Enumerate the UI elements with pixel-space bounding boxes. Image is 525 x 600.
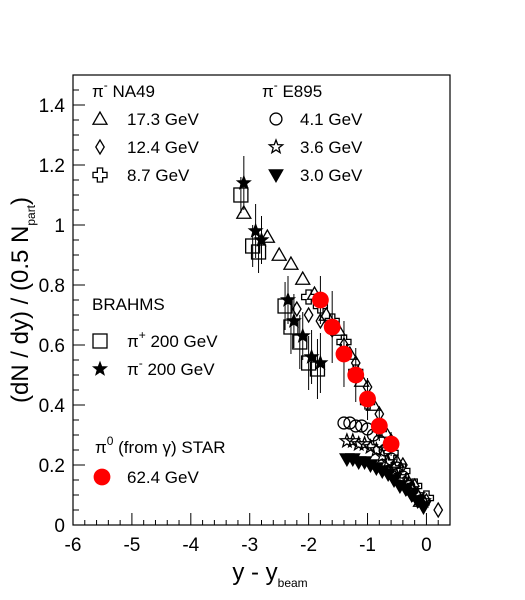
data-point xyxy=(303,306,314,324)
legend-label: 3.6 GeV xyxy=(300,138,363,157)
legend-group-header: π- E895 xyxy=(262,78,322,101)
y-axis-title-subscript: part xyxy=(24,204,38,225)
data-point xyxy=(235,204,252,219)
y-axis-title-main: (dN / dy) / (0.5 N xyxy=(7,226,34,403)
data-point xyxy=(245,238,261,254)
legend-label: 62.4 GeV xyxy=(127,468,199,487)
data-point xyxy=(294,327,311,343)
data-point xyxy=(312,354,329,370)
legend-group-header: π- NA49 xyxy=(92,78,155,101)
legend-label-superscript: + xyxy=(139,328,146,342)
x-tick-label: -1 xyxy=(359,535,376,556)
data-point xyxy=(350,435,368,452)
x-tick-label: -5 xyxy=(123,535,140,556)
legend-label: 4.1 GeV xyxy=(300,110,363,129)
legend-group-header: π0 (from γ) STAR xyxy=(95,434,226,457)
x-axis-title-main: y - y xyxy=(232,559,277,586)
legend-group-header-rest: (from γ) STAR xyxy=(113,438,225,457)
legend-label: π+ 200 GeV xyxy=(127,328,218,351)
y-tick-label: 1.2 xyxy=(39,156,65,177)
legend-group-header-superscript: 0 xyxy=(107,434,114,448)
x-axis-title: y - ybeam xyxy=(232,559,307,590)
legend-group-header-superscript: - xyxy=(104,78,108,92)
legend-label: 12.4 GeV xyxy=(127,138,199,157)
x-axis: -6 -5 -4 -3 -2 -1 0 xyxy=(65,513,451,556)
legend-group-header: BRAHMS xyxy=(92,295,165,314)
data-point xyxy=(315,312,326,330)
data-point xyxy=(359,390,376,408)
legend-marker xyxy=(268,169,284,184)
data-point xyxy=(235,174,252,190)
data-point xyxy=(282,255,300,270)
data-point xyxy=(312,291,329,309)
legend-label-superscript: - xyxy=(139,356,143,370)
x-tick-label: -6 xyxy=(65,535,82,556)
legend-label-rest: 200 GeV xyxy=(146,332,218,351)
y-tick-label: 0.6 xyxy=(39,336,65,357)
y-axis-title: (dN / dy) / (0.5 Npart) xyxy=(7,197,38,403)
y-axis-title-close: ) xyxy=(7,197,34,205)
legend-marker xyxy=(267,138,285,155)
y-tick-label: 0.2 xyxy=(39,456,65,477)
data-point xyxy=(291,300,302,318)
y-tick-label: 0 xyxy=(54,516,65,537)
legend-group-header-rest: E895 xyxy=(278,82,322,101)
data-point xyxy=(367,441,385,458)
legend-marker xyxy=(91,110,109,125)
legend-marker xyxy=(91,360,109,376)
y-tick-label: 0.8 xyxy=(39,276,65,297)
data-point xyxy=(294,270,311,285)
legend-marker xyxy=(92,167,108,183)
data-point xyxy=(335,345,353,363)
data-point xyxy=(303,348,320,364)
legend-label: π- 200 GeV xyxy=(127,356,215,379)
y-tick-label: 1.4 xyxy=(39,96,66,117)
data-point xyxy=(323,318,341,336)
legend-label-main: π xyxy=(127,360,139,379)
legend-label: 17.3 GeV xyxy=(127,110,199,129)
data-point xyxy=(285,312,302,328)
legend-group-header-rest: NA49 xyxy=(108,82,155,101)
legend-marker xyxy=(92,333,108,349)
data-point xyxy=(259,228,276,243)
legend-group-header-superscript: - xyxy=(274,78,278,92)
data-point xyxy=(373,447,391,464)
data-point xyxy=(433,501,444,519)
data-point xyxy=(382,435,400,453)
x-tick-label: -3 xyxy=(241,535,258,556)
legend-group-header-main: π xyxy=(262,82,274,101)
legend-marker xyxy=(269,112,283,126)
data-point xyxy=(279,291,297,307)
data-point xyxy=(415,501,432,516)
y-tick-label: 1 xyxy=(54,216,65,237)
data-point xyxy=(379,453,397,470)
legend-label: 8.7 GeV xyxy=(127,166,190,185)
x-tick-label: -4 xyxy=(182,535,199,556)
y-tick-label: 0.4 xyxy=(39,396,66,417)
data-points xyxy=(233,174,444,519)
legend-label-main: π xyxy=(127,332,139,351)
data-point xyxy=(247,222,264,238)
data-point xyxy=(338,432,356,449)
legend-label: 3.0 GeV xyxy=(300,166,363,185)
legend-marker xyxy=(95,138,105,156)
x-axis-title-subscript: beam xyxy=(278,576,308,590)
data-point xyxy=(300,289,317,305)
data-point xyxy=(347,366,365,384)
y-axis: 0 0.2 0.4 0.6 0.8 1 1.2 1.4 xyxy=(39,74,85,537)
legend-group-header-main: BRAHMS xyxy=(92,295,165,314)
legend-marker xyxy=(93,468,111,486)
legend-label-rest: 200 GeV xyxy=(143,360,215,379)
legend-group-header-main: π xyxy=(92,82,104,101)
data-point xyxy=(370,417,388,435)
x-tick-label: -2 xyxy=(300,535,317,556)
x-tick-label: 0 xyxy=(421,535,432,556)
data-point xyxy=(271,246,288,261)
legend-group-header-main: π xyxy=(95,438,107,457)
